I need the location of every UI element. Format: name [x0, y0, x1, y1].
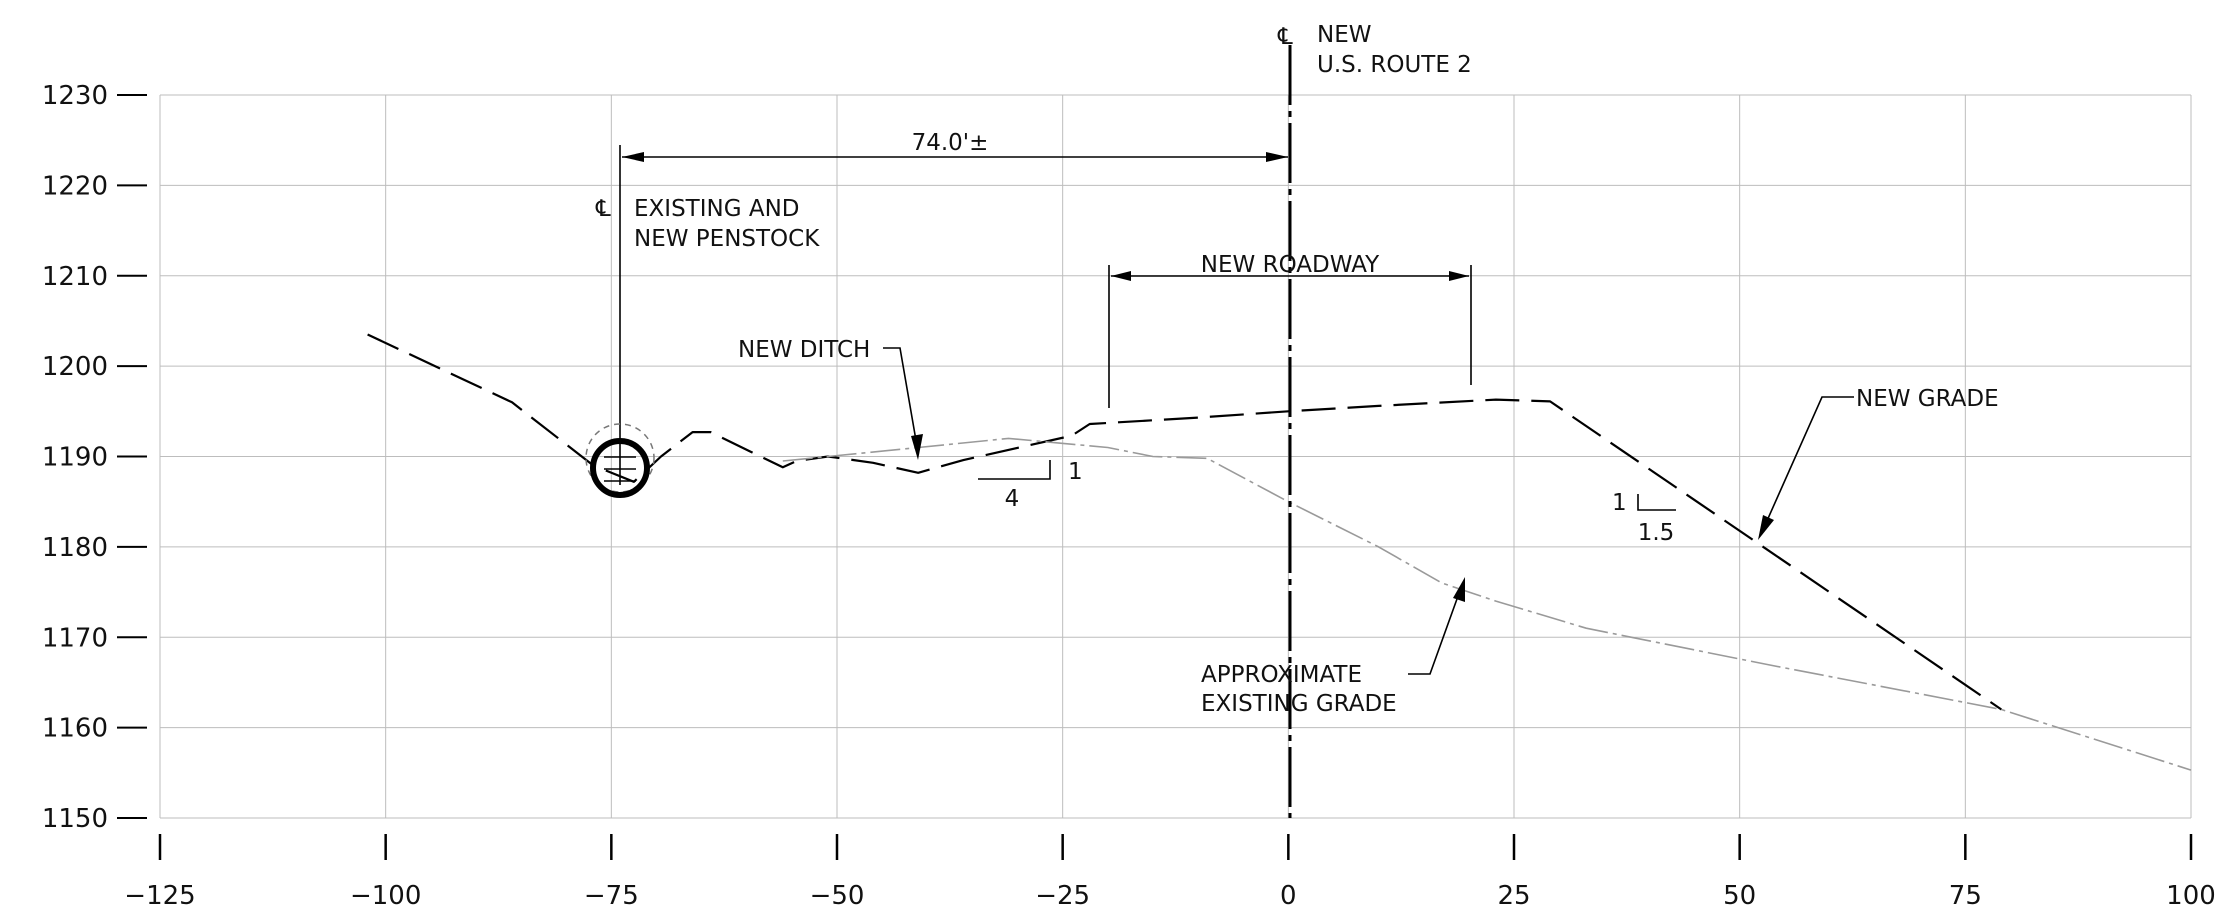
- y-tick-label-5: 1200: [42, 352, 108, 382]
- x-tick-label-2: −75: [584, 881, 639, 911]
- new-roadway-label: NEW ROADWAY: [1201, 252, 1380, 278]
- dimension-arrow-right: [1266, 152, 1288, 162]
- existing-grade-label-2: EXISTING GRADE: [1201, 691, 1397, 717]
- new-grade-arrow: [1758, 515, 1774, 540]
- cl-route-label-1: NEW: [1317, 22, 1371, 48]
- ditch-slope-rise: 1: [1068, 459, 1083, 485]
- y-tick-label-8: 1230: [42, 81, 108, 111]
- x-tick-label-8: 75: [1949, 881, 1982, 911]
- x-tick-label-1: −100: [350, 881, 421, 911]
- existing-grade-line: [782, 437, 2192, 771]
- axis-layer: −125 −100 −75 −50 −25 0 25 50 75 100 1150 1160 1170 1…: [42, 81, 2216, 911]
- new-grade-line: [367, 333, 2003, 711]
- x-tick-label-7: 50: [1723, 881, 1756, 911]
- roadway-arrow-left: [1111, 271, 1131, 281]
- existing-grade-arrow: [1453, 577, 1465, 602]
- cl-route-label-2: U.S. ROUTE 2: [1317, 52, 1472, 78]
- penstock-pipe: [590, 438, 650, 498]
- grade-slope-rise: 1: [1612, 490, 1627, 516]
- x-tick-label-9: 100: [2166, 881, 2216, 911]
- new-grade-leader: [1761, 396, 1854, 533]
- existing-grade-leader: [1408, 584, 1463, 675]
- new-grade-label: NEW GRADE: [1856, 386, 1999, 412]
- roadway-arrow-right: [1449, 271, 1469, 281]
- cl-penstock-symbol: ℄: [595, 196, 611, 222]
- existing-grade-label-1: APPROXIMATE: [1201, 662, 1362, 688]
- cl-route-symbol: ℄: [1277, 24, 1293, 50]
- y-tick-label-6: 1210: [42, 262, 108, 292]
- ditch-slope-run: 4: [1005, 486, 1020, 512]
- new-ditch-leader: [883, 347, 919, 453]
- ditch-slope-symbol: [978, 460, 1051, 480]
- new-ditch-label: NEW DITCH: [738, 337, 870, 363]
- x-tick-label-0: −125: [124, 881, 195, 911]
- x-tick-label-4: −25: [1035, 881, 1090, 911]
- new-ditch-arrow: [911, 434, 923, 460]
- y-tick-label-4: 1190: [42, 443, 108, 473]
- dimension-arrow-left: [622, 152, 644, 162]
- cl-penstock-label-2: NEW PENSTOCK: [634, 226, 820, 252]
- y-tick-label-1: 1160: [42, 714, 108, 744]
- y-tick-label-2: 1170: [42, 623, 108, 653]
- cl-penstock-label-1: EXISTING AND: [634, 196, 800, 222]
- grid-layer: [159, 94, 2192, 819]
- y-tick-label-7: 1220: [42, 171, 108, 201]
- grade-slope-symbol: [1637, 494, 1676, 511]
- y-tick-label-3: 1180: [42, 533, 108, 563]
- annotation-layer: ℄ NEW U.S. ROUTE 2 74.0'± ℄ EXISTING AND…: [585, 22, 1999, 818]
- dimension-74-label: 74.0'±: [912, 130, 989, 156]
- x-tick-label-5: 0: [1280, 881, 1297, 911]
- x-tick-label-3: −50: [810, 881, 865, 911]
- x-tick-label-6: 25: [1497, 881, 1530, 911]
- penstock-pipe-outer: [585, 423, 655, 493]
- grade-slope-run: 1.5: [1638, 520, 1675, 546]
- y-tick-label-0: 1150: [42, 804, 108, 834]
